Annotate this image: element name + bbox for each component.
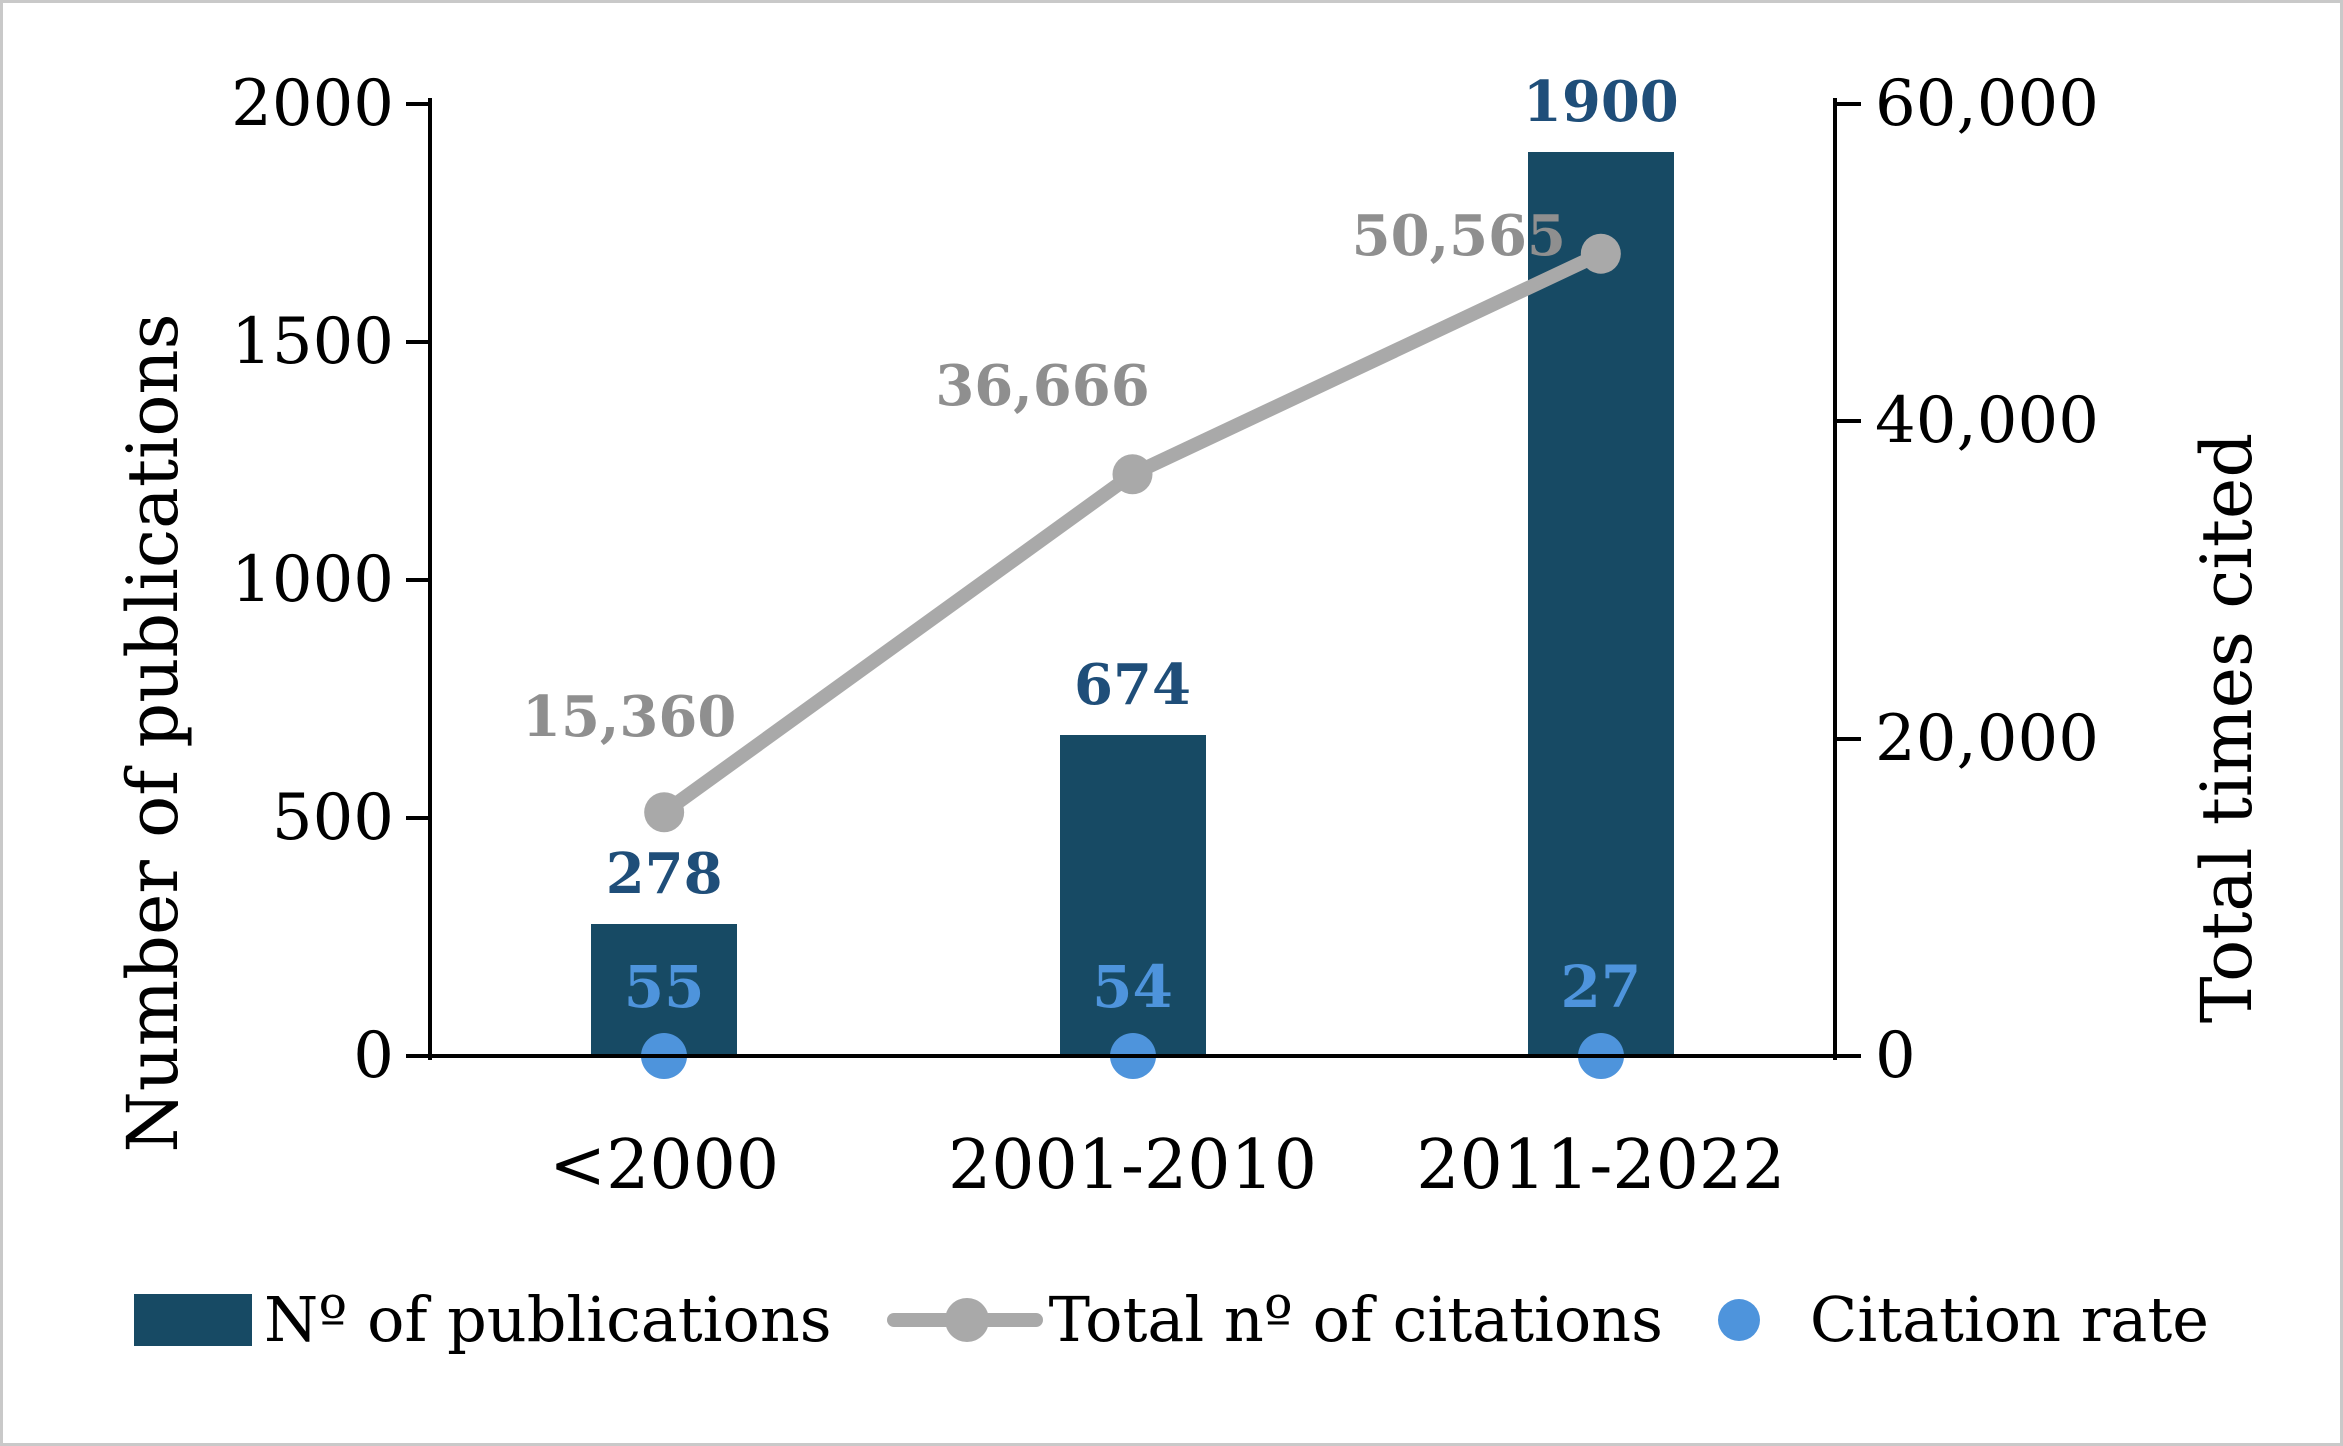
category-axis: <2000 2001-2010 2011-2022	[430, 1056, 1835, 1236]
citation-rate-value-label: 55	[623, 953, 705, 1021]
right-tick-label: 40,000	[1875, 384, 2099, 459]
left-tick-label: 1000	[231, 543, 394, 617]
publications-value-label: 1900	[1522, 68, 1679, 135]
left-tick-mark	[406, 816, 430, 820]
citations-point	[644, 792, 685, 833]
legend-label-citation-rate: Citation rate	[1809, 1283, 2209, 1356]
legend-label-publications: Nº of publications	[264, 1283, 832, 1356]
citation-rate-dot-icon	[1717, 1299, 1760, 1341]
legend-item-citation-rate: Citation rate	[1717, 1283, 2209, 1356]
x-axis-line	[406, 1054, 1861, 1058]
citations-line-marker-icon	[886, 1298, 1043, 1342]
category-label: 2011-2022	[1416, 1126, 1786, 1205]
left-tick-label: 1500	[231, 305, 394, 379]
citations-value-label: 15,360	[521, 684, 737, 751]
category-label: <2000	[549, 1126, 780, 1205]
publications-bar	[1527, 151, 1674, 1056]
citations-point	[1580, 233, 1621, 274]
right-tick-label: 60,000	[1875, 67, 2099, 141]
left-tick-mark	[406, 102, 430, 106]
left-tick-mark	[406, 578, 430, 582]
citations-value-label: 36,666	[935, 353, 1150, 420]
publications-swatch-icon	[134, 1294, 253, 1346]
category-label: 2001-2010	[947, 1126, 1318, 1205]
plot-area: 278 674 1900 15,360 36,666 50,565 55 54 27 2000 1…	[231, 72, 2099, 1088]
legend-item-publications: Nº of publications	[134, 1289, 832, 1351]
legend-label-citations: Total nº of citations	[1048, 1283, 1663, 1356]
publications-value-label: 674	[1074, 652, 1191, 719]
left-tick-label: 2000	[231, 67, 394, 141]
citations-line	[657, 246, 1608, 820]
right-tick-mark	[1835, 419, 1861, 424]
left-axis-title: Number of publications	[112, 313, 194, 1153]
legend-item-citations: Total nº of citations	[886, 1283, 1663, 1356]
publications-value-label: 278	[605, 840, 723, 907]
right-tick-label: 20,000	[1875, 701, 2099, 776]
citations-point	[1112, 454, 1153, 495]
citation-rate-value-label: 27	[1560, 953, 1642, 1021]
legend: Nº of publications Total nº of citations…	[3, 1265, 2340, 1375]
left-tick-label: 0	[353, 1019, 394, 1093]
right-axis-line	[1833, 98, 1837, 1060]
right-tick-label: 0	[1875, 1019, 1916, 1093]
citation-rate-value-label: 54	[1092, 953, 1173, 1021]
left-tick-mark	[406, 340, 430, 344]
citations-line-layer	[644, 233, 1621, 833]
citations-value-label: 50,565	[1351, 202, 1566, 269]
right-tick-mark	[1835, 736, 1861, 741]
left-axis-line	[428, 98, 432, 1060]
right-tick-mark	[1835, 102, 1861, 106]
publications-bar	[1059, 735, 1206, 1056]
right-axis-title: Total times cited	[2186, 432, 2268, 1024]
left-tick-label: 500	[271, 781, 394, 855]
